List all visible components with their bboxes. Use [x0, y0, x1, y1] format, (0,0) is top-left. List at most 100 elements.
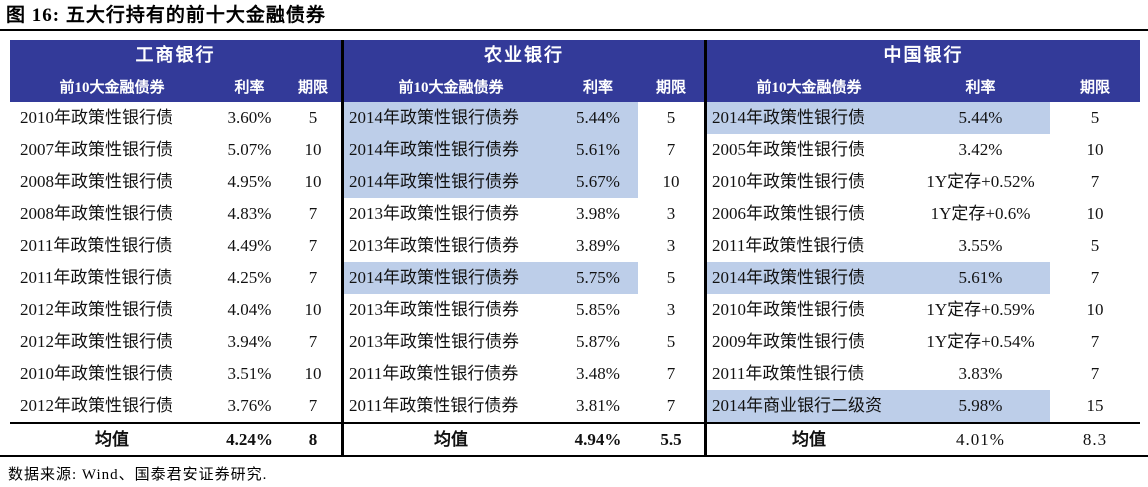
- bond-row: 2014年政策性银行债券 5.61% 7: [344, 134, 704, 166]
- bond-row: 2011年政策性银行债券 3.81% 7: [344, 390, 704, 422]
- bond-row: 2006年政策性银行债 1Y定存+0.6% 10: [707, 198, 1140, 230]
- bond-term-cell: 10: [1086, 300, 1104, 319]
- bond-name-cell: 2014年政策性银行债券: [344, 134, 558, 166]
- bond-rate-cell: 3.48%: [576, 364, 620, 383]
- bond-rate-cell: 3.55%: [958, 236, 1003, 255]
- bond-name-cell: 2012年政策性银行债: [20, 396, 173, 415]
- bond-name-cell: 2010年政策性银行债: [712, 300, 865, 319]
- bond-term-cell: 5: [666, 108, 676, 127]
- bond-rate-cell: 3.42%: [958, 140, 1003, 159]
- bond-term-cell: 10: [1086, 140, 1104, 159]
- bond-term-cell: 10: [304, 300, 322, 319]
- bond-rate-cell: 1Y定存+0.52%: [926, 172, 1035, 191]
- bond-name-cell: 2014年政策性银行债券: [344, 262, 558, 294]
- bond-rate-cell: 5.44%: [911, 102, 1050, 134]
- bond-term-cell: 10: [304, 140, 322, 159]
- bond-rate-cell: 3.94%: [227, 332, 272, 351]
- bond-row: 2007年政策性银行债 5.07% 10: [10, 134, 341, 166]
- column-header-rate: 利率: [965, 79, 996, 96]
- mean-term-value: 8.3: [1082, 430, 1108, 449]
- bond-row: 2011年政策性银行债 3.55% 5: [707, 230, 1140, 262]
- bond-term-cell: 3: [666, 204, 676, 223]
- bond-name-cell: 2009年政策性银行债: [712, 332, 865, 351]
- bond-name-cell: 2013年政策性银行债券: [349, 332, 519, 351]
- bond-row: 2010年政策性银行债 3.60% 5: [10, 102, 341, 134]
- mean-label: 均值: [792, 430, 826, 449]
- column-header-bonds: 前10大金融债券: [756, 79, 862, 96]
- column-header-rate: 利率: [234, 79, 265, 96]
- bond-row: 2014年政策性银行债券 5.75% 5: [344, 262, 704, 294]
- bond-name-cell: 2010年政策性银行债: [20, 364, 173, 383]
- bond-rate-cell: 4.04%: [227, 300, 272, 319]
- bond-term-cell: 7: [1090, 268, 1100, 287]
- bond-term-cell: 7: [1090, 332, 1100, 351]
- bond-name-cell: 2010年政策性银行债: [20, 108, 173, 127]
- bank-name-header: 农业银行: [344, 40, 704, 70]
- bond-row: 2013年政策性银行债券 3.89% 3: [344, 230, 704, 262]
- bond-row: 2012年政策性银行债 3.94% 7: [10, 326, 341, 358]
- bond-rate-cell: 5.61%: [911, 262, 1050, 294]
- bond-row: 2012年政策性银行债 4.04% 10: [10, 294, 341, 326]
- bond-rate-cell: 3.89%: [576, 236, 620, 255]
- bond-name-cell: 2013年政策性银行债券: [349, 236, 519, 255]
- bond-name-cell: 2014年政策性银行债券: [344, 102, 558, 134]
- column-header-bonds: 前10大金融债券: [398, 79, 504, 96]
- bond-term-cell: 5: [1090, 236, 1100, 255]
- bond-rate-cell: 3.60%: [227, 108, 272, 127]
- bond-term-cell: 7: [308, 268, 318, 287]
- top10-financial-bonds-table: 工商银行 前10大金融债券 利率 期限 2010年政策性银行债 3.60% 5 200…: [10, 40, 1140, 455]
- bond-term-cell: 7: [1090, 364, 1100, 383]
- bond-rate-cell: 5.75%: [558, 262, 638, 294]
- bond-row: 2009年政策性银行债 1Y定存+0.54% 7: [707, 326, 1140, 358]
- bond-name-cell: 2012年政策性银行债: [20, 300, 173, 319]
- mean-row: 均值 4.94% 5.5: [344, 422, 704, 455]
- table-bottom-rule: [0, 455, 1148, 457]
- bond-term-cell: 5: [666, 332, 676, 351]
- bank-section-abc: 农业银行 前10大金融债券 利率 期限 2014年政策性银行债券 5.44% 5 20…: [341, 40, 704, 455]
- bond-rate-cell: 4.83%: [227, 204, 272, 223]
- bond-name-cell: 2011年政策性银行债: [20, 268, 173, 287]
- bond-name-cell: 2014年商业银行二级资: [707, 390, 911, 422]
- bond-term-cell: 10: [304, 364, 322, 383]
- column-header-term: 期限: [1079, 79, 1110, 96]
- bond-rate-cell: 5.61%: [558, 134, 638, 166]
- bond-row: 2008年政策性银行债 4.95% 10: [10, 166, 341, 198]
- column-header-row: 前10大金融债券 利率 期限: [10, 70, 341, 102]
- bank-name-header: 中国银行: [707, 40, 1140, 70]
- column-header-rate: 利率: [582, 79, 613, 96]
- bond-name-cell: 2014年政策性银行债券: [344, 166, 558, 198]
- bond-row: 2011年政策性银行债 3.83% 7: [707, 358, 1140, 390]
- mean-row: 均值 4.01% 8.3: [707, 422, 1140, 455]
- bond-name-cell: 2008年政策性银行债: [20, 204, 173, 223]
- bond-term-cell: 7: [308, 204, 318, 223]
- bond-row: 2011年政策性银行债券 3.48% 7: [344, 358, 704, 390]
- column-header-row: 前10大金融债券 利率 期限: [344, 70, 704, 102]
- mean-term-value: 8: [308, 430, 318, 449]
- bond-name-cell: 2014年政策性银行债: [707, 262, 911, 294]
- bond-name-cell: 2011年政策性银行债: [20, 236, 173, 255]
- bond-rate-cell: 1Y定存+0.6%: [930, 204, 1031, 223]
- bond-name-cell: 2013年政策性银行债券: [349, 300, 519, 319]
- bond-row: 2013年政策性银行债券 5.87% 5: [344, 326, 704, 358]
- bond-term-cell: 7: [666, 140, 676, 159]
- bond-name-cell: 2006年政策性银行债: [712, 204, 865, 223]
- bank-name-header: 工商银行: [10, 40, 341, 70]
- bond-rows: 2014年政策性银行债券 5.44% 5 2014年政策性银行债券 5.61% 7 2014…: [344, 102, 704, 422]
- bond-name-cell: 2014年政策性银行债: [707, 102, 911, 134]
- bond-rate-cell: 5.85%: [576, 300, 620, 319]
- bond-term-cell: 7: [1090, 172, 1100, 191]
- bond-row: 2014年商业银行二级资 5.98% 15: [707, 390, 1140, 422]
- bond-row: 2008年政策性银行债 4.83% 7: [10, 198, 341, 230]
- bond-term-cell: 5: [1090, 108, 1100, 127]
- bond-rows: 2014年政策性银行债 5.44% 5 2005年政策性银行债 3.42% 10 2010年…: [707, 102, 1140, 422]
- bond-name-cell: 2007年政策性银行债: [20, 140, 173, 159]
- bond-name-cell: 2008年政策性银行债: [20, 172, 173, 191]
- bond-term-cell: 5: [666, 268, 676, 287]
- mean-label: 均值: [434, 430, 468, 449]
- column-header-term: 期限: [297, 79, 328, 96]
- bond-term-cell: 3: [666, 300, 676, 319]
- bond-name-cell: 2011年政策性银行债券: [349, 364, 519, 383]
- title-underline-rule: [0, 29, 1148, 31]
- bond-row: 2013年政策性银行债券 3.98% 3: [344, 198, 704, 230]
